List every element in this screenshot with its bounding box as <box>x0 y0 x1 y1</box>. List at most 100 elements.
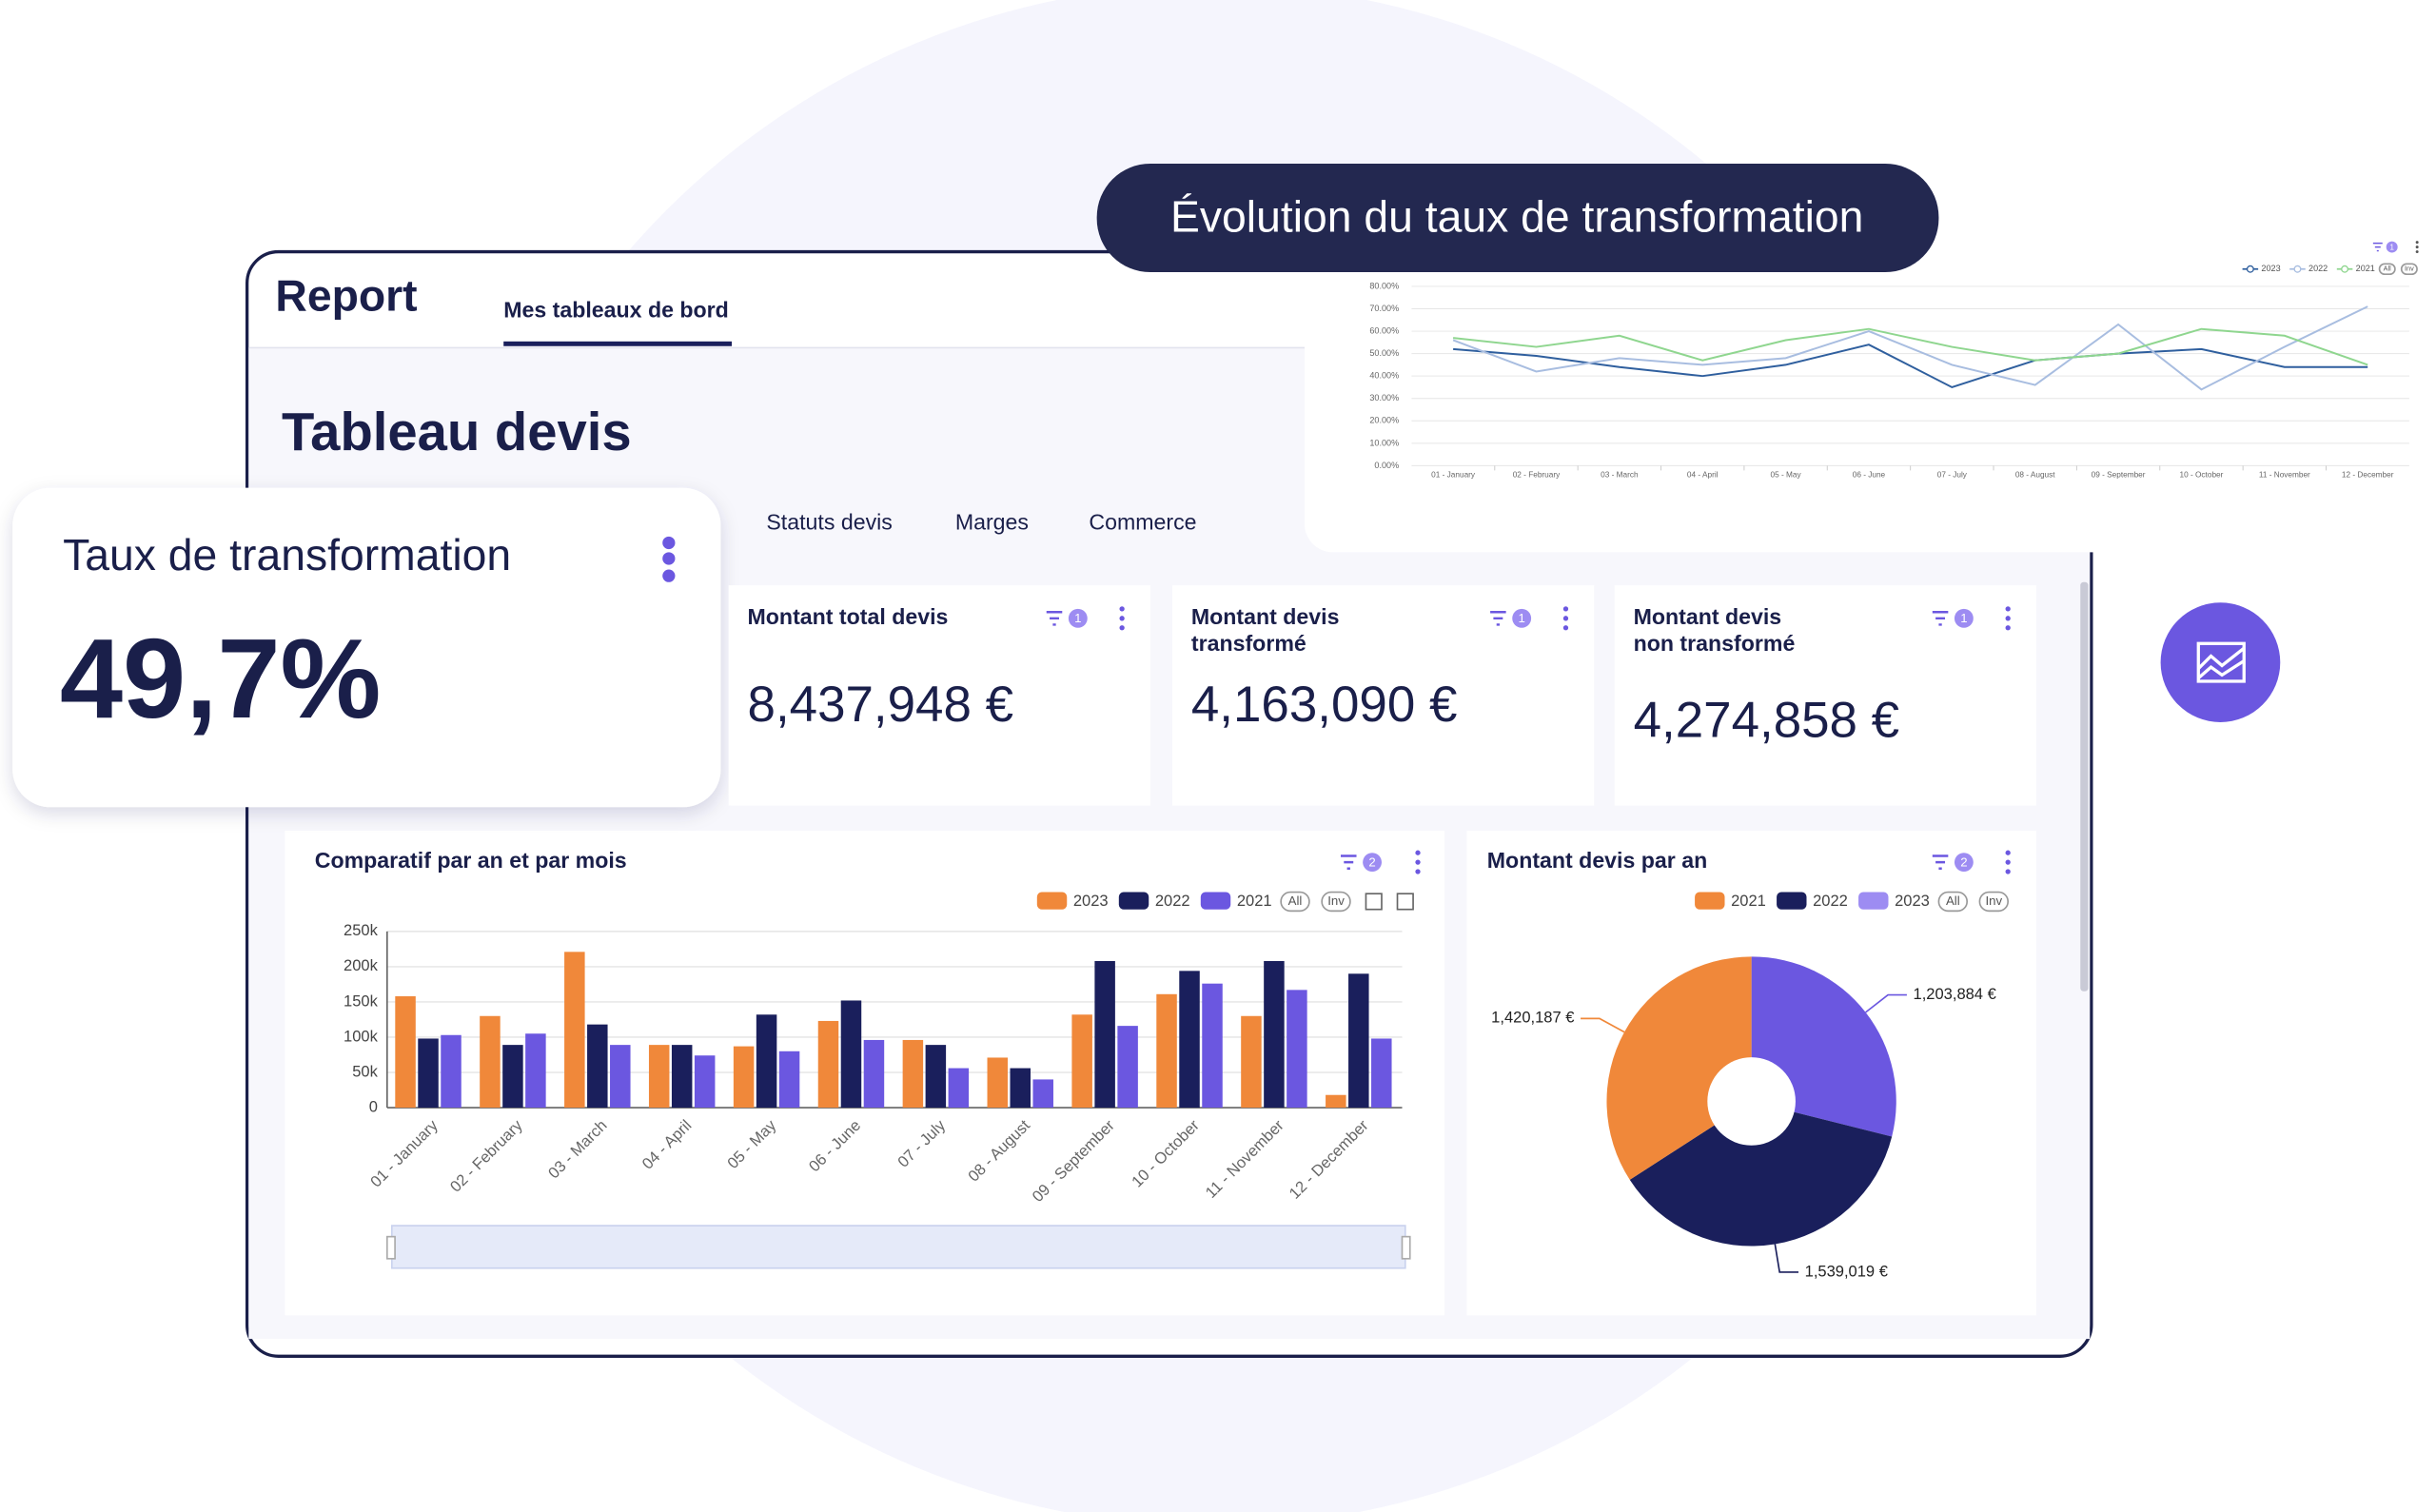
bar <box>441 1034 462 1109</box>
filter-badge[interactable] <box>1512 608 1532 628</box>
filter-icon[interactable] <box>2372 242 2383 252</box>
menu-dot[interactable] <box>2005 869 2011 874</box>
filter-badge[interactable] <box>2386 241 2398 253</box>
legend-button[interactable] <box>1937 891 1969 913</box>
nav-tab[interactable]: Mes tableaux de bord <box>503 298 729 323</box>
y-tick-label: 0 <box>369 1097 378 1115</box>
filter-badge[interactable] <box>1363 853 1382 873</box>
y-tick-label: 200k <box>344 956 379 974</box>
filter-icon[interactable] <box>1046 610 1063 626</box>
x-tick-label: 07 - July <box>1937 471 1968 480</box>
filter-badge[interactable] <box>1954 608 1974 628</box>
filter-count: 1 <box>2389 244 2394 252</box>
menu-dot[interactable] <box>2415 250 2419 254</box>
menu-dot[interactable] <box>2005 850 2011 855</box>
legend-button[interactable] <box>1321 891 1351 913</box>
bar <box>1241 1015 1262 1109</box>
legend-button-label: All <box>1946 893 1960 908</box>
kpi-title: Montant total devis <box>748 604 949 629</box>
bar <box>1202 983 1223 1109</box>
tab[interactable]: Marges <box>955 510 1029 535</box>
filter-icon[interactable] <box>1490 610 1506 626</box>
banner <box>1096 163 1939 273</box>
kpi-value: 4,274,858 € <box>1634 693 1900 749</box>
x-tick-label: 08 - August <box>2015 471 2055 480</box>
menu-dot[interactable] <box>1415 859 1421 865</box>
line <box>1452 327 2368 366</box>
bar <box>1179 971 1200 1109</box>
bar <box>1348 973 1369 1109</box>
bar <box>987 1057 1009 1109</box>
donut-hole <box>1707 1057 1796 1146</box>
legend-swatch[interactable] <box>1200 892 1231 910</box>
bar <box>502 1045 523 1109</box>
menu-dot[interactable] <box>1119 606 1125 612</box>
legend-label: 2023 <box>1895 892 1930 910</box>
menu-dot[interactable] <box>1562 616 1569 621</box>
legend-swatch[interactable] <box>1777 892 1807 910</box>
toolbox-icon[interactable] <box>1365 893 1383 911</box>
y-tick-label: 70.00% <box>1369 304 1399 313</box>
zoom-handle[interactable] <box>385 1235 396 1260</box>
x-tick-label: 05 - May <box>1771 471 1802 480</box>
menu-dot[interactable] <box>1562 606 1569 612</box>
filter-badge[interactable] <box>1068 608 1088 628</box>
legend-button[interactable] <box>1978 891 2010 913</box>
line-card <box>1304 220 2436 553</box>
menu-dot[interactable] <box>1415 869 1421 874</box>
menu-dots[interactable] <box>662 536 676 582</box>
tab[interactable]: Statuts devis <box>766 510 892 535</box>
filter-count: 1 <box>1518 611 1524 625</box>
legend-label: 2022 <box>1813 892 1848 910</box>
legend-button[interactable] <box>2400 263 2418 276</box>
highlight-value: 49,7% <box>60 616 382 742</box>
tab[interactable]: Commerce <box>1089 510 1196 535</box>
menu-dot[interactable] <box>2005 616 2011 621</box>
menu-dot[interactable] <box>2005 606 2011 612</box>
bar <box>564 952 585 1109</box>
filter-count: 1 <box>1960 611 1967 625</box>
x-tick-label: 10 - October <box>2180 471 2224 480</box>
menu-dot[interactable] <box>1119 625 1125 631</box>
bar <box>694 1055 716 1109</box>
page-title: Tableau devis <box>282 402 632 461</box>
menu-dot[interactable] <box>2005 625 2011 631</box>
legend-swatch[interactable] <box>1858 892 1889 910</box>
toolbox-icon[interactable] <box>1396 893 1414 911</box>
menu-dot[interactable] <box>2415 241 2419 245</box>
legend-swatch[interactable] <box>1036 892 1068 910</box>
legend-button-label: Inv <box>2405 265 2414 273</box>
filter-icon[interactable] <box>1932 610 1949 626</box>
bar <box>648 1045 670 1109</box>
nav-underline <box>503 341 732 346</box>
value-label: 1,420,187 € <box>1491 1009 1574 1027</box>
menu-dot[interactable] <box>1415 850 1421 855</box>
menu-dot[interactable] <box>1562 625 1569 631</box>
menu-dot[interactable] <box>2005 859 2011 865</box>
filter-badge[interactable] <box>1954 853 1974 873</box>
x-tick-label: 12 - December <box>2342 471 2394 480</box>
menu-dot[interactable] <box>1119 616 1125 621</box>
x-tick-label: 01 - January <box>1431 471 1476 480</box>
bar <box>1117 1026 1138 1109</box>
bar <box>733 1046 755 1109</box>
bar <box>480 1015 501 1109</box>
zoom-slider[interactable] <box>390 1225 1406 1269</box>
legend-swatch[interactable] <box>1695 892 1725 910</box>
zoom-handle[interactable] <box>1401 1235 1411 1260</box>
legend-button[interactable] <box>1280 891 1310 913</box>
x-tick-label: 11 - November <box>2259 471 2310 480</box>
bar <box>925 1045 947 1109</box>
y-tick-label: 50k <box>352 1062 378 1080</box>
legend-button-label: All <box>1288 893 1303 908</box>
bar <box>525 1033 546 1109</box>
menu-dot[interactable] <box>2415 245 2419 249</box>
x-tick-label: 06 - June <box>1853 471 1886 480</box>
legend-button[interactable] <box>2378 263 2396 276</box>
y-tick-label: 150k <box>344 992 379 1010</box>
filter-icon[interactable] <box>1932 854 1949 870</box>
logo: Report <box>275 270 417 320</box>
legend-swatch[interactable] <box>1118 892 1149 910</box>
pie-slice[interactable] <box>1629 1101 1893 1247</box>
